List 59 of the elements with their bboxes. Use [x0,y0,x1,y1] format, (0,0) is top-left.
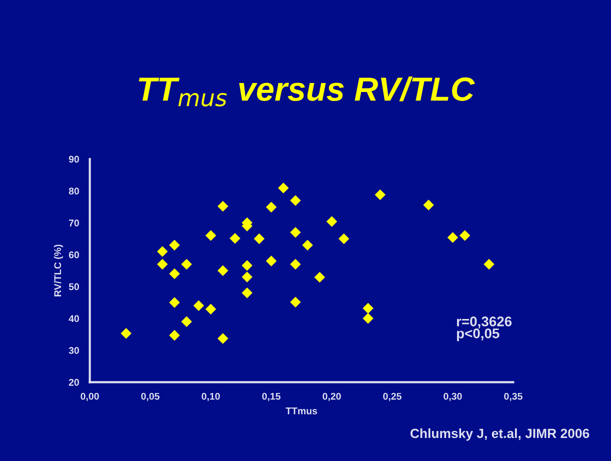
y-axis-title: RV/TLC (%) [54,244,64,296]
x-tick-label: 0,35 [504,392,522,402]
point [362,302,374,314]
point [169,297,180,308]
point [230,233,240,244]
point [205,304,216,315]
point [338,233,350,244]
y-tick-label: 30 [68,347,80,354]
point [447,232,458,243]
point [290,258,301,270]
y-tick-label: 80 [68,188,80,195]
point [169,268,180,280]
point [290,195,301,206]
x-axis-title: TTmus [286,408,318,414]
x-tick-label: 0,20 [322,392,341,402]
point [266,256,277,266]
point [157,246,168,257]
x-tick-label: 0,05 [141,392,160,402]
point [218,333,228,344]
x-tick-label: 0,00 [80,392,99,402]
point [242,272,252,282]
point [254,233,265,244]
point [193,300,204,312]
annotation: r=0,3626 p<0,05 [456,316,512,342]
point [120,328,132,339]
y-tick-label: 70 [69,220,80,226]
point [290,296,301,308]
point [266,202,277,213]
point [484,258,494,270]
point [314,272,326,283]
point [218,265,228,276]
point [278,182,289,194]
point [362,313,374,324]
point [290,226,301,238]
point [326,216,338,227]
point [181,316,192,327]
text: Chlumsky J, et.al, JIMR 2006 [410,428,590,441]
x-tick-label: 0,15 [262,392,280,402]
y-tick-label: 40 [68,315,80,322]
x-tick-label: 0,30 [444,392,462,402]
point [169,240,180,250]
point [218,200,228,212]
point [302,240,313,250]
x-tick-label: 0,10 [202,392,220,402]
point [169,330,180,341]
point [181,258,192,270]
x-tick-label: 0,25 [383,392,402,402]
point [242,260,252,271]
chart-title: TT$_{mus}$ versus RV/TLC [138,76,475,106]
point [374,189,386,200]
point [157,258,168,270]
y-tick-label: 50 [68,283,80,290]
y-tick-label: 90 [68,156,80,163]
point [242,288,252,298]
point [459,230,470,241]
y-tick-label: 20 [68,378,80,386]
point [423,200,434,210]
point [205,230,216,241]
y-tick-label: 60 [68,251,80,258]
